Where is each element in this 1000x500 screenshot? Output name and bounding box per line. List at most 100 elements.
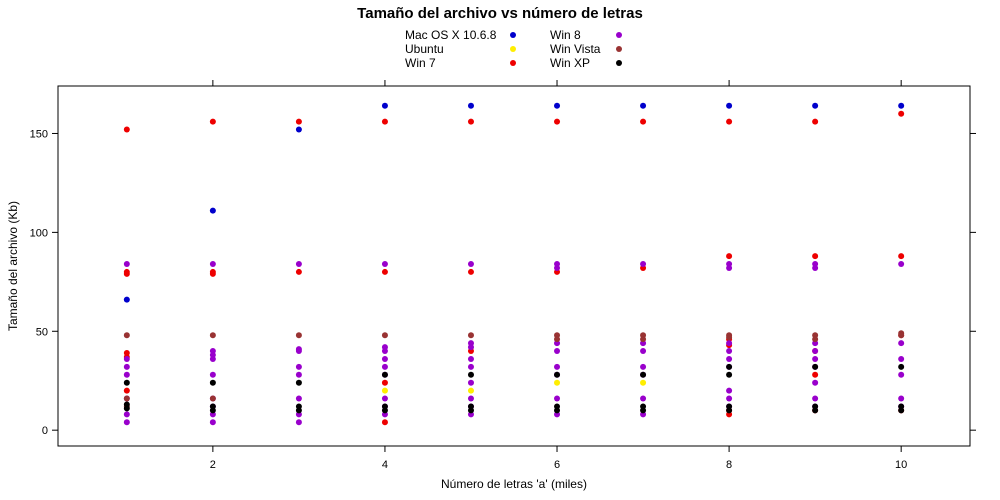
data-point [554, 407, 561, 414]
data-point [640, 379, 647, 386]
data-point [726, 264, 733, 271]
data-point [381, 348, 388, 355]
legend-marker [616, 60, 622, 66]
data-point [209, 355, 216, 362]
data-point [640, 118, 647, 125]
data-point [123, 419, 130, 426]
x-tick-label: 8 [726, 459, 732, 471]
data-point [123, 355, 130, 362]
y-tick-label: 150 [30, 128, 48, 140]
data-point [640, 336, 647, 343]
data-point [467, 344, 474, 351]
legend-marker [616, 46, 622, 52]
data-point [123, 411, 130, 418]
data-point [726, 363, 733, 370]
x-tick-label: 10 [895, 459, 907, 471]
data-point [295, 407, 302, 414]
data-point [123, 395, 130, 402]
data-point [209, 395, 216, 402]
data-point [898, 363, 905, 370]
data-point [123, 371, 130, 378]
data-point [467, 102, 474, 109]
data-point [726, 334, 733, 341]
data-point [554, 395, 561, 402]
data-point [898, 261, 905, 268]
data-point [295, 348, 302, 355]
data-point [295, 126, 302, 133]
x-tick-label: 4 [382, 459, 388, 471]
legend-marker [510, 46, 516, 52]
y-axis: 0 50 100 150 [30, 128, 976, 437]
data-point [812, 371, 819, 378]
data-point [726, 371, 733, 378]
data-point [726, 253, 733, 260]
data-point [467, 371, 474, 378]
data-point [812, 264, 819, 271]
data-point [812, 363, 819, 370]
data-point [726, 407, 733, 414]
data-point [898, 332, 905, 339]
x-axis: 2 4 6 8 10 [210, 80, 907, 471]
data-point [123, 296, 130, 303]
data-point [209, 118, 216, 125]
data-point [467, 395, 474, 402]
data-point [209, 419, 216, 426]
data-point [812, 348, 819, 355]
data-point [726, 102, 733, 109]
data-point [554, 363, 561, 370]
y-tick-label: 0 [42, 425, 48, 437]
data-point [898, 340, 905, 347]
data-point [898, 110, 905, 117]
data-point [295, 332, 302, 339]
data-point [898, 355, 905, 362]
data-point [123, 261, 130, 268]
x-axis-label: Número de letras 'a' (miles) [441, 477, 587, 491]
data-point [467, 332, 474, 339]
data-point [898, 395, 905, 402]
data-point [898, 102, 905, 109]
data-point [123, 379, 130, 386]
data-point [640, 261, 647, 268]
data-point [123, 405, 130, 412]
data-point [812, 355, 819, 362]
legend-label: Win Vista [550, 42, 601, 56]
data-point [554, 348, 561, 355]
data-point [467, 363, 474, 370]
data-point [381, 363, 388, 370]
x-tick-label: 2 [210, 459, 216, 471]
legend-marker [616, 32, 622, 38]
data-point [467, 387, 474, 394]
legend-label: Mac OS X 10.6.8 [405, 28, 497, 42]
data-point [812, 336, 819, 343]
data-point [726, 340, 733, 347]
data-point [554, 118, 561, 125]
legend-marker [510, 32, 516, 38]
data-point [123, 363, 130, 370]
data-point [381, 371, 388, 378]
data-point [812, 395, 819, 402]
data-point [467, 355, 474, 362]
data-point [554, 371, 561, 378]
data-point [640, 395, 647, 402]
data-point [812, 253, 819, 260]
data-point [209, 207, 216, 214]
data-point [123, 332, 130, 339]
data-point [381, 395, 388, 402]
data-point [640, 348, 647, 355]
data-point [209, 407, 216, 414]
data-point [209, 270, 216, 277]
data-point [812, 102, 819, 109]
data-point [295, 371, 302, 378]
data-point [295, 395, 302, 402]
data-point [123, 270, 130, 277]
data-point [640, 102, 647, 109]
data-point [295, 419, 302, 426]
data-point [381, 102, 388, 109]
legend-label: Win 7 [405, 56, 436, 70]
data-point [554, 336, 561, 343]
data-point [381, 118, 388, 125]
data-point [640, 407, 647, 414]
data-point [295, 268, 302, 275]
data-point [123, 387, 130, 394]
